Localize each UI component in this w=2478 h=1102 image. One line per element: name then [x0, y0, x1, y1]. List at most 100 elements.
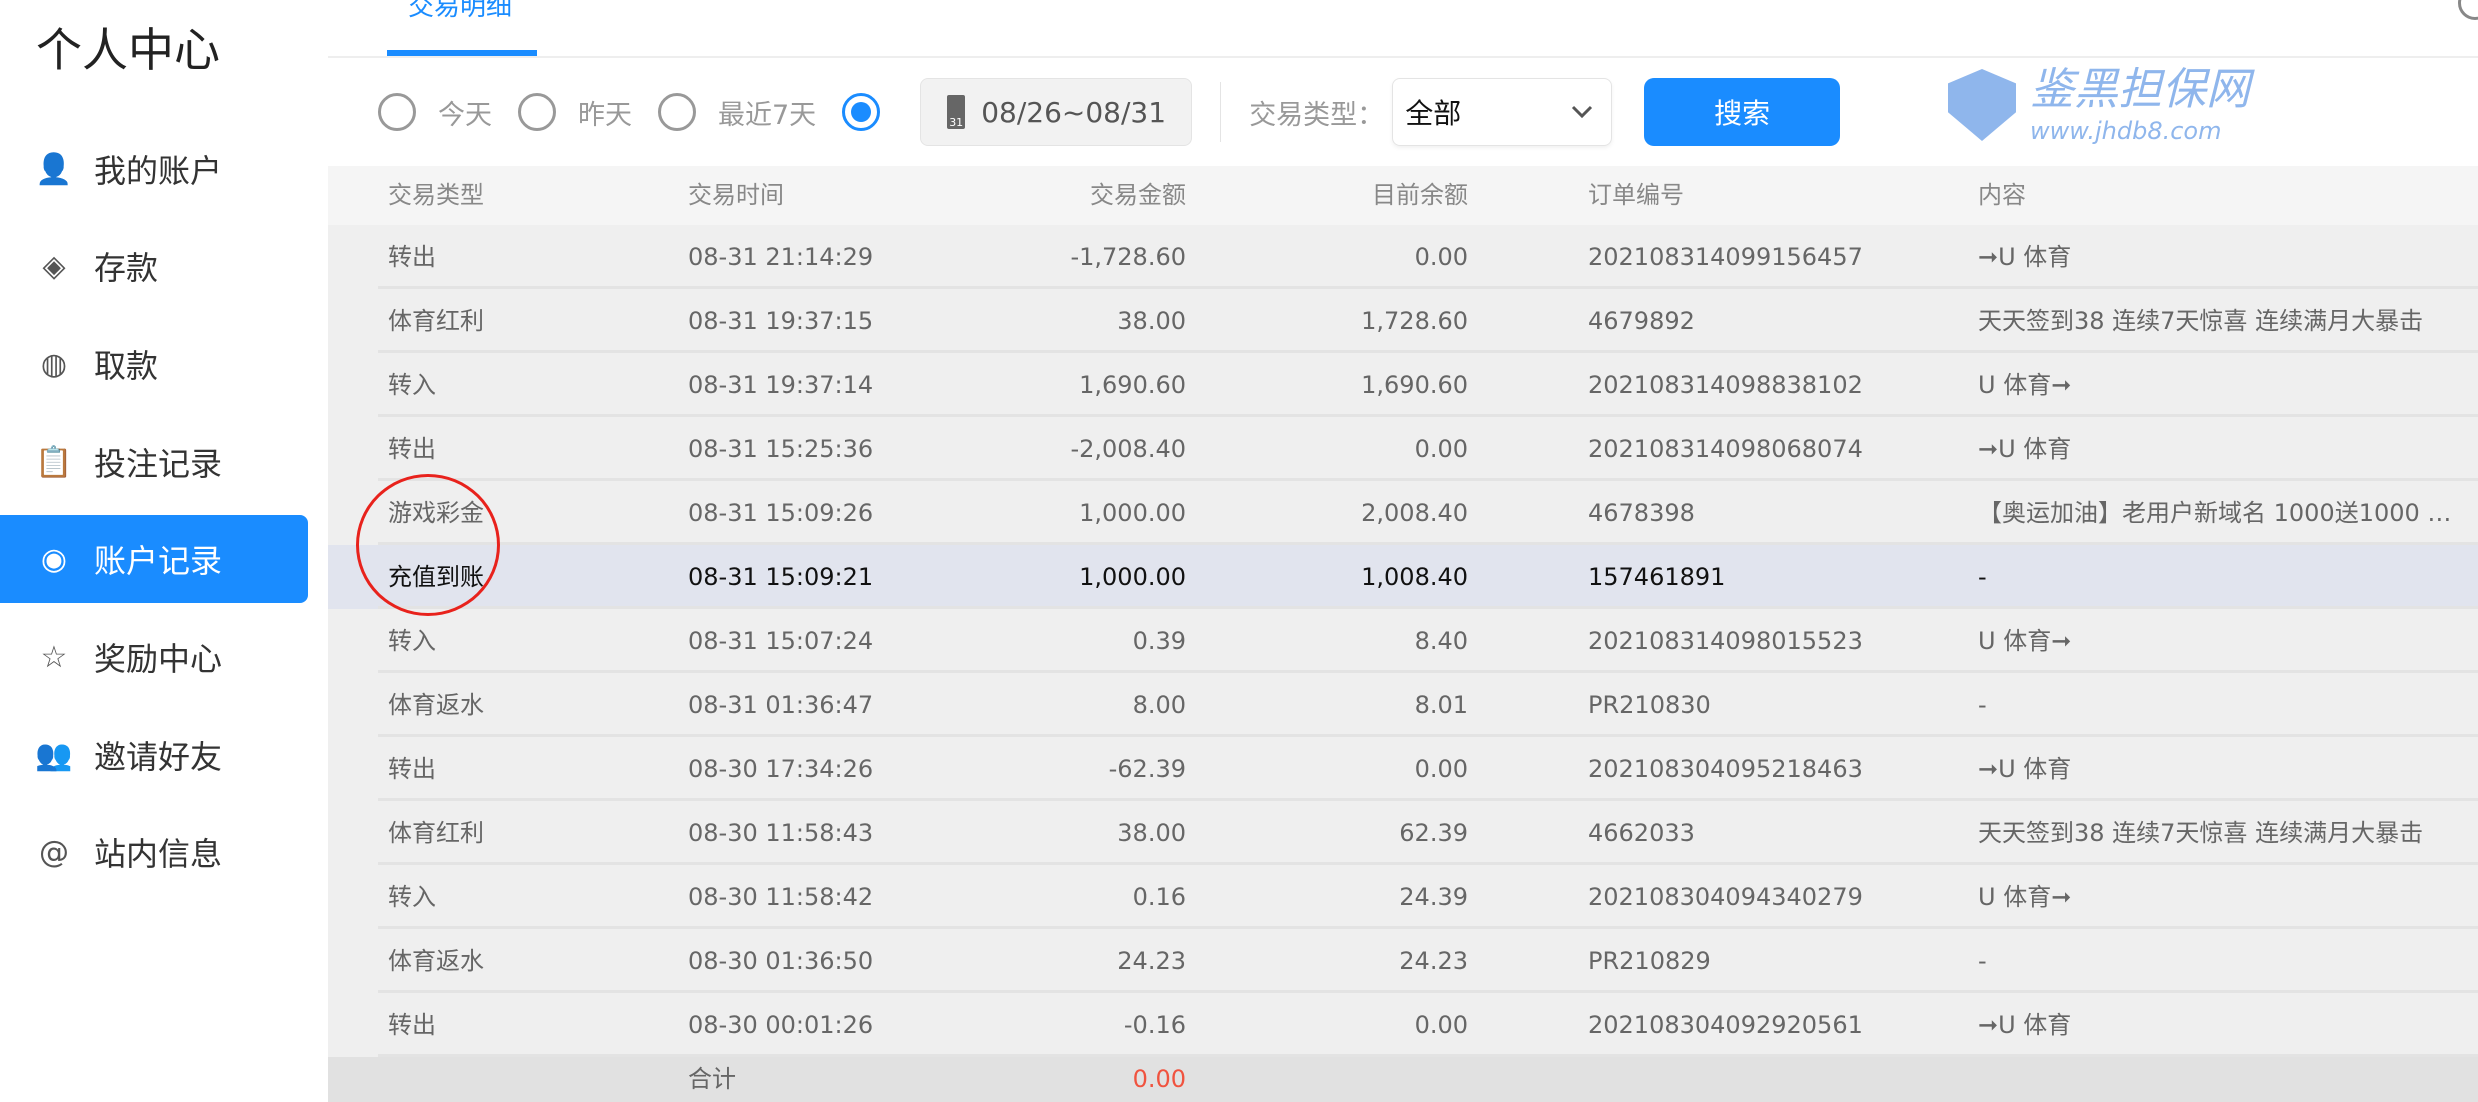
cell-type: 体育返水	[388, 947, 484, 975]
sidebar-item-label: 投注记录	[94, 445, 223, 483]
table-row[interactable]: 转出 08-30 00:01:26 -0.16 0.00 202108304092920…	[328, 993, 2478, 1057]
cell-type: 游戏彩金	[388, 499, 484, 527]
sidebar-item-label: 账户记录	[94, 542, 223, 580]
radio-last-7-days[interactable]: 最近7天	[658, 93, 816, 132]
cell-order-id: 4662033	[1588, 819, 1695, 847]
cell-balance: 8.01	[1414, 691, 1468, 719]
cell-type: 转出	[388, 1011, 436, 1039]
table-row[interactable]: 转入 08-30 11:58:42 0.16 24.39 202108304094340…	[328, 865, 2478, 929]
cell-time: 08-30 01:36:50	[688, 947, 874, 975]
cell-time: 08-31 19:37:14	[688, 371, 874, 399]
sidebar-item-label: 奖励中心	[94, 640, 223, 678]
cell-order-id: 4678398	[1588, 499, 1695, 527]
sidebar-item[interactable]: ◍ 取款	[0, 320, 308, 408]
cell-content: ➞U 体育	[1978, 243, 2072, 271]
cell-content: U 体育➞	[1978, 883, 2072, 911]
cell-amount: 38.00	[1117, 307, 1186, 335]
cell-amount: 24.23	[1117, 947, 1186, 975]
cell-type: 转出	[388, 435, 436, 463]
sidebar-item[interactable]: ◉ 账户记录	[0, 515, 308, 603]
cell-balance: 8.40	[1414, 627, 1468, 655]
table-total-row: 合计 0.00	[328, 1057, 2478, 1102]
table-row[interactable]: 游戏彩金 08-31 15:09:26 1,000.00 2,008.40 467839…	[328, 481, 2478, 545]
table-row[interactable]: 体育返水 08-31 01:36:47 8.00 8.01 PR210830 -	[328, 673, 2478, 737]
cell-content: ➞U 体育	[1978, 1011, 2072, 1039]
cell-balance: 24.23	[1399, 947, 1468, 975]
cell-type: 转入	[388, 627, 436, 655]
cell-balance: 62.39	[1399, 819, 1468, 847]
cell-order-id: 202108314099156457	[1588, 243, 1863, 271]
column-header: 目前余额	[1372, 181, 1468, 209]
table-row[interactable]: 体育红利 08-31 19:37:15 38.00 1,728.60 4679892 天天…	[328, 289, 2478, 353]
sidebar-item[interactable]: 👤 我的账户	[0, 125, 308, 213]
sidebar-item[interactable]: ☆ 奖励中心	[0, 613, 308, 701]
column-header: 交易金额	[1090, 181, 1186, 209]
cell-order-id: PR210830	[1588, 691, 1711, 719]
cell-content: U 体育➞	[1978, 371, 2072, 399]
cell-amount: -2,008.40	[1070, 435, 1186, 463]
sidebar-item[interactable]: ◈ 存款	[0, 222, 308, 310]
cell-balance: 1,008.40	[1361, 563, 1468, 591]
cell-content: -	[1978, 691, 1987, 719]
table-row[interactable]: 转入 08-31 15:07:24 0.39 8.40 2021083140980155…	[328, 609, 2478, 673]
date-range-picker[interactable]: 31 08/26~08/31	[920, 78, 1193, 146]
cell-content: ➞U 体育	[1978, 755, 2072, 783]
main-panel: 交易明细 今天 昨天 最近7天 31 08/26~08/31 交易类型： 全部 …	[328, 0, 2478, 1102]
sidebar-item[interactable]: 📋 投注记录	[0, 418, 308, 506]
cell-type: 充值到账	[388, 563, 484, 591]
cell-balance: 24.39	[1399, 883, 1468, 911]
cell-balance: 1,728.60	[1361, 307, 1468, 335]
column-header: 内容	[1978, 181, 2026, 209]
cell-time: 08-31 15:07:24	[688, 627, 874, 655]
table-header: 交易类型 交易时间 交易金额 目前余额 订单编号 内容	[328, 166, 2478, 225]
cell-type: 体育红利	[388, 819, 484, 847]
type-select[interactable]: 全部	[1392, 78, 1613, 146]
table-row[interactable]: 转出 08-30 17:34:26 -62.39 0.00 20210830409521…	[328, 737, 2478, 801]
type-select-value: 全部	[1405, 97, 1462, 130]
tab-transaction-details[interactable]: 交易明细	[408, 0, 513, 22]
cell-time: 08-31 21:14:29	[688, 243, 874, 271]
cell-time: 08-31 15:25:36	[688, 435, 874, 463]
cell-order-id: 4679892	[1588, 307, 1695, 335]
cell-time: 08-31 15:09:26	[688, 499, 874, 527]
radio-circle	[378, 93, 416, 131]
sidebar-item-label: 邀请好友	[94, 738, 223, 776]
user-icon: 👤	[35, 151, 73, 187]
cell-order-id: PR210829	[1588, 947, 1711, 975]
search-button[interactable]: 搜索	[1644, 78, 1841, 146]
table-row[interactable]: 转出 08-31 21:14:29 -1,728.60 0.00 20210831409…	[328, 225, 2478, 289]
radio-custom-range[interactable]	[842, 93, 902, 131]
cell-amount: -62.39	[1108, 755, 1186, 783]
cell-time: 08-31 01:36:47	[688, 691, 874, 719]
table-row[interactable]: 体育返水 08-30 01:36:50 24.23 24.23 PR210829 -	[328, 929, 2478, 993]
column-header: 交易时间	[688, 181, 784, 209]
cell-order-id: 202108304094340279	[1588, 883, 1863, 911]
table-row[interactable]: 转出 08-31 15:25:36 -2,008.40 0.00 20210831409…	[328, 417, 2478, 481]
cell-balance: 1,690.60	[1361, 371, 1468, 399]
close-icon[interactable]	[2458, 0, 2478, 20]
column-header: 交易类型	[388, 181, 484, 209]
table-row[interactable]: 体育红利 08-30 11:58:43 38.00 62.39 4662033 天天签到3…	[328, 801, 2478, 865]
cell-content: 天天签到38 连续7天惊喜 连续满月大暴击	[1978, 819, 2424, 847]
calendar-icon: 31	[947, 95, 966, 129]
table-row[interactable]: 转入 08-31 19:37:14 1,690.60 1,690.60 20210831…	[328, 353, 2478, 417]
cell-type: 转出	[388, 755, 436, 783]
invite-users-icon: 👥	[35, 737, 73, 773]
radio-today[interactable]: 今天	[378, 93, 492, 132]
cell-order-id: 202108304095218463	[1588, 755, 1863, 783]
cell-type: 转入	[388, 371, 436, 399]
cell-amount: 1,000.00	[1079, 563, 1186, 591]
cell-time: 08-31 19:37:15	[688, 307, 874, 335]
date-range-value: 08/26~08/31	[981, 95, 1167, 129]
sidebar-item[interactable]: @ 站内信息	[0, 808, 308, 896]
cell-order-id: 202108314098068074	[1588, 435, 1863, 463]
radio-circle	[842, 93, 881, 131]
cell-amount: 0.16	[1132, 883, 1186, 911]
total-value: 0.00	[1132, 1065, 1186, 1093]
sidebar-item[interactable]: 👥 邀请好友	[0, 711, 308, 799]
table-row[interactable]: 充值到账 08-31 15:09:21 1,000.00 1,008.40 157461…	[328, 545, 2478, 609]
radio-label: 今天	[438, 99, 492, 131]
cell-amount: 0.39	[1132, 627, 1186, 655]
cell-time: 08-30 11:58:43	[688, 819, 874, 847]
radio-yesterday[interactable]: 昨天	[518, 93, 632, 132]
